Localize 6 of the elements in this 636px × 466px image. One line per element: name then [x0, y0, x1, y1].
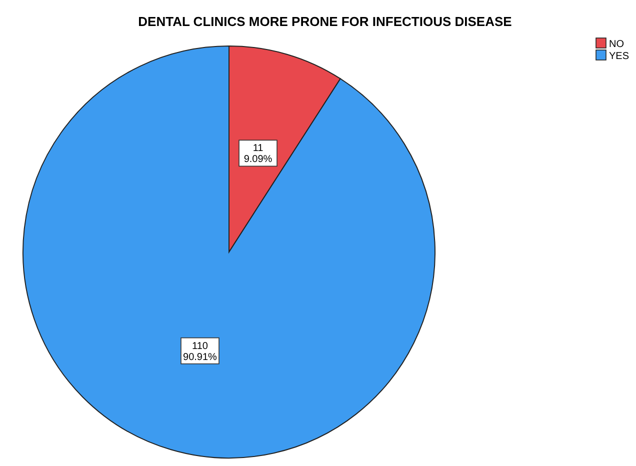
- data-label: 110 90.91%: [183, 340, 218, 363]
- pie-slice: [22, 46, 436, 458]
- legend-label: NO: [609, 39, 624, 50]
- legend-label: YES: [609, 51, 630, 62]
- chart-title: DENTAL CLINICS MORE PRONE FOR INFECTIOUS DISEASE: [138, 14, 512, 29]
- data-label: 11 9.09%: [244, 143, 272, 166]
